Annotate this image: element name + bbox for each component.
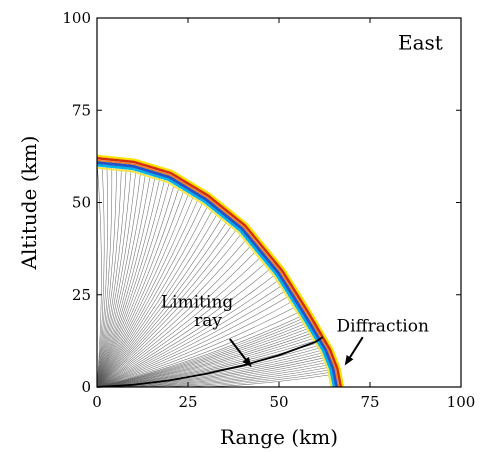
ray-line xyxy=(97,194,201,387)
ray-line xyxy=(97,225,240,387)
ray-line xyxy=(97,259,269,387)
ray-line xyxy=(97,230,245,387)
ray-line xyxy=(97,343,323,387)
y-tick-label: 0 xyxy=(81,378,91,396)
wavefront-band xyxy=(97,161,338,387)
ray-line xyxy=(97,170,152,387)
y-tick-label: 75 xyxy=(72,101,91,119)
annotation-arrow xyxy=(229,338,252,368)
annotation-label: Diffraction xyxy=(337,317,429,337)
panel-label: East xyxy=(398,30,443,54)
ray-line xyxy=(97,242,255,387)
ray-line xyxy=(97,164,127,387)
ray-line xyxy=(97,164,122,387)
ray-line xyxy=(97,172,157,387)
ray-line xyxy=(97,293,293,387)
ray-line xyxy=(97,209,220,387)
wavefront-bands xyxy=(97,154,345,387)
ray-line xyxy=(97,169,147,387)
ray-line xyxy=(97,371,335,387)
ray-line xyxy=(97,197,206,387)
ray-line xyxy=(97,213,225,387)
x-tick-label: 100 xyxy=(447,393,476,411)
ray-line xyxy=(97,173,162,387)
wavefront-band xyxy=(97,163,336,387)
ray-line xyxy=(97,166,137,387)
ray-line xyxy=(97,162,108,387)
ray-line xyxy=(97,253,264,387)
ray-line xyxy=(97,236,250,387)
axis-ticks: 0 25 50 75 100 0 25 50 75 100 xyxy=(62,9,475,411)
ray-line xyxy=(97,177,171,387)
ray-line xyxy=(97,163,113,387)
ray-line xyxy=(97,299,296,387)
ray-line xyxy=(97,316,307,387)
limiting-ray xyxy=(96,336,324,388)
x-tick-label: 75 xyxy=(360,393,379,411)
ray-line xyxy=(97,191,196,387)
y-tick-label: 25 xyxy=(72,286,91,304)
ray-line xyxy=(97,314,306,387)
ray-line xyxy=(97,247,260,387)
ray-line xyxy=(97,334,318,387)
annotation-arrow xyxy=(344,336,364,366)
y-axis-title: Altitude (km) xyxy=(17,136,41,271)
ray-line xyxy=(97,186,186,387)
ray-line xyxy=(97,304,300,387)
ray-line xyxy=(97,188,191,387)
ray-line xyxy=(97,183,181,387)
x-tick-label: 25 xyxy=(178,393,197,411)
wavefront-band xyxy=(97,156,343,387)
ray-fan xyxy=(97,161,335,387)
ray-line xyxy=(97,319,309,387)
ray-line xyxy=(97,321,310,387)
ray-line xyxy=(97,368,334,387)
ray-line xyxy=(97,310,303,387)
annotation-label: ray xyxy=(194,311,222,331)
ray-line xyxy=(97,366,333,387)
ray-line xyxy=(97,265,274,387)
ray-line xyxy=(97,205,215,387)
ray-line xyxy=(97,331,316,387)
y-tick-label: 100 xyxy=(62,9,91,27)
y-tick-label: 50 xyxy=(72,194,91,212)
ray-line xyxy=(97,336,319,387)
wavefront-band xyxy=(97,154,345,387)
wavefront-band xyxy=(97,159,340,387)
ray-line xyxy=(97,161,102,387)
annotation-label: Limiting xyxy=(161,293,234,313)
ray-line xyxy=(97,162,105,387)
ray-line xyxy=(97,167,142,387)
ray-line xyxy=(97,339,320,387)
ray-line xyxy=(97,329,315,387)
ray-line xyxy=(97,271,279,387)
wavefront-band xyxy=(97,166,333,387)
ray-line xyxy=(97,201,211,387)
ray-line xyxy=(97,282,286,387)
x-tick-label: 50 xyxy=(269,393,288,411)
ray-line xyxy=(97,326,313,387)
x-axis-title: Range (km) xyxy=(220,425,338,449)
ray-line xyxy=(97,165,132,387)
x-tick-label: 0 xyxy=(92,393,102,411)
limiting-ray-layer xyxy=(96,336,324,388)
ray-line xyxy=(97,163,117,387)
ray-line xyxy=(97,217,230,387)
ray-line xyxy=(97,288,290,387)
ray-line xyxy=(97,277,283,387)
ray-line xyxy=(97,180,176,387)
ray-line xyxy=(97,324,312,387)
ray-line xyxy=(97,175,166,387)
ray-line xyxy=(97,221,235,387)
